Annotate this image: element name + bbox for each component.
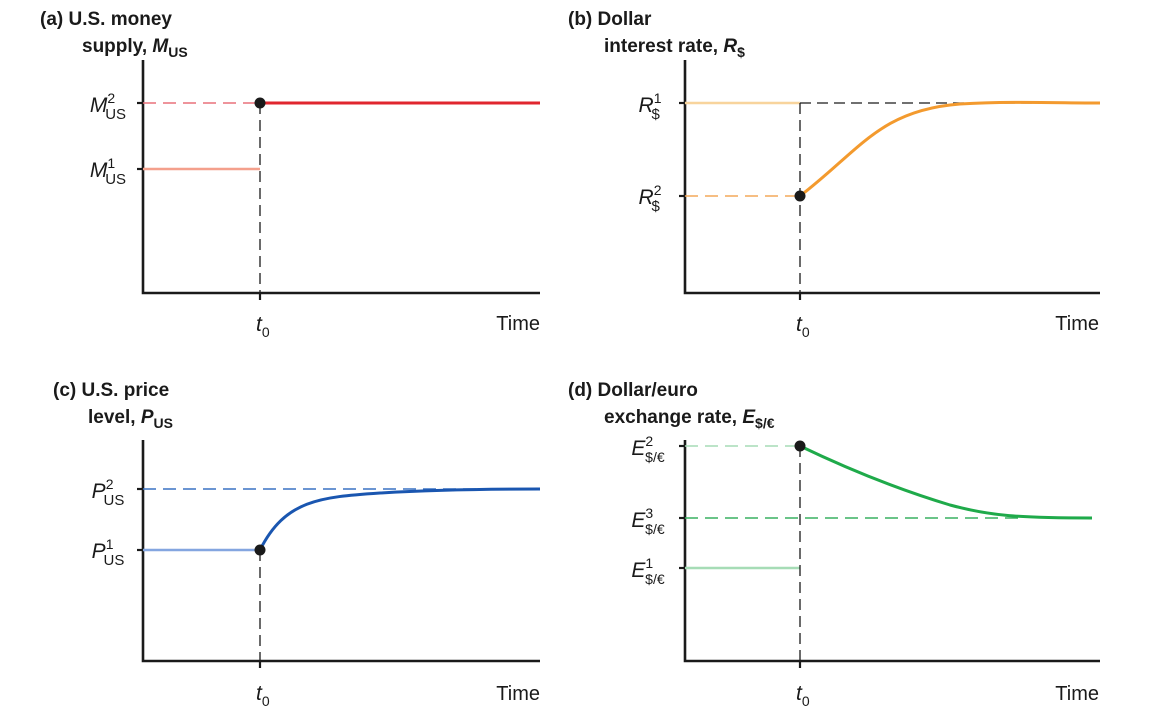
panel-a-label-level-1: M1 US bbox=[90, 155, 126, 188]
panel-c-axes bbox=[141, 440, 540, 663]
panel-d-label-level-1: E1 $/€ bbox=[631, 555, 664, 587]
panel-c-adjustment-curve bbox=[258, 487, 541, 551]
panel-c-x-axis-label: Time bbox=[496, 683, 540, 705]
panel-d-x-axis-label: Time bbox=[1055, 683, 1099, 705]
panel-b-title-line2: interest rate, R$ bbox=[604, 36, 745, 60]
panel-c-t0-label: t0 bbox=[256, 682, 270, 709]
panel-d-label-level-2: E2 $/€ bbox=[631, 433, 664, 465]
panel-b-adjustment-curve bbox=[799, 100, 1101, 198]
panel-b: (b) Dollar interest rate, R$ R1 $ R2 $ t0 … bbox=[568, 9, 1101, 340]
panel-d-title-line2: exchange rate, E$/€ bbox=[604, 407, 775, 431]
panel-c-title-line1: (c) U.S. price bbox=[53, 380, 169, 401]
panel-b-x-axis-label: Time bbox=[1055, 313, 1099, 335]
panel-a-label-level-2: M2 US bbox=[90, 90, 126, 123]
panel-c-start-point bbox=[254, 544, 266, 556]
panel-a-title-line2: supply, MUS bbox=[82, 36, 188, 60]
panel-a-title-line1: (a) U.S. money bbox=[40, 9, 172, 30]
panel-d-jump-point bbox=[794, 440, 806, 452]
panel-a-axes bbox=[141, 60, 540, 295]
panel-d-t0-label: t0 bbox=[796, 682, 810, 709]
panel-d-label-level-3: E3 $/€ bbox=[631, 505, 664, 537]
panel-c-label-level-1: P1 US bbox=[92, 536, 125, 569]
panel-b-label-level-2: R2 $ bbox=[639, 182, 662, 215]
panel-d-title-line1: (d) Dollar/euro bbox=[568, 380, 698, 401]
panel-c-title-line2: level, PUS bbox=[88, 407, 173, 431]
panel-a: (a) U.S. money supply, MUS M2 US M1 US t0 … bbox=[40, 9, 540, 340]
panel-c-label-level-2: P2 US bbox=[92, 476, 125, 509]
panel-b-title-line1: (b) Dollar bbox=[568, 9, 652, 30]
panel-d-axes bbox=[683, 440, 1100, 663]
panel-b-axes bbox=[683, 60, 1100, 295]
panel-d-adjustment-curve bbox=[799, 444, 1093, 520]
panel-c: (c) U.S. price level, PUS P2 US P1 US t0 T… bbox=[53, 380, 541, 709]
panel-a-x-axis-label: Time bbox=[496, 313, 540, 335]
panel-a-jump-point bbox=[254, 97, 266, 109]
panel-b-t0-label: t0 bbox=[796, 313, 810, 340]
panel-a-t0-label: t0 bbox=[256, 313, 270, 340]
panel-b-label-level-1: R1 $ bbox=[639, 90, 662, 123]
panel-b-jump-point bbox=[794, 190, 806, 202]
panel-d: (d) Dollar/euro exchange rate, E$/€ E2 $/… bbox=[568, 380, 1100, 709]
